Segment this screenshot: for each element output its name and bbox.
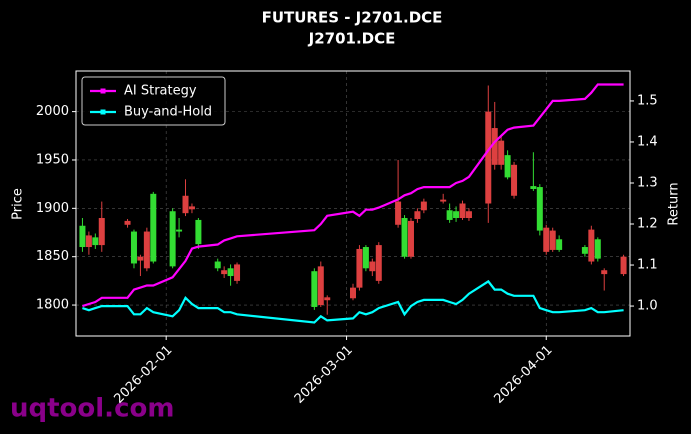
y2-tick-label: 1.5 bbox=[637, 93, 658, 108]
candle-body bbox=[395, 201, 402, 225]
x-tick-label: 2026-03-01 bbox=[292, 343, 356, 407]
y-tick-label: 1900 bbox=[36, 201, 69, 216]
candle-body bbox=[85, 235, 92, 248]
candle-body bbox=[453, 211, 460, 219]
candle-body bbox=[407, 220, 414, 257]
chart-subtitle: J2701.DCE bbox=[308, 30, 396, 48]
y-tick-label: 1950 bbox=[36, 152, 69, 167]
candle-body bbox=[620, 256, 627, 275]
candle-body bbox=[446, 210, 453, 220]
candle-body bbox=[549, 230, 556, 250]
candle-body bbox=[588, 229, 595, 262]
watermark: uqtool.com bbox=[10, 394, 174, 424]
candle-body bbox=[98, 218, 105, 246]
legend-box bbox=[81, 76, 226, 126]
legend-label: Buy-and-Hold bbox=[124, 105, 212, 120]
candle-body bbox=[150, 193, 157, 262]
legend-marker bbox=[100, 88, 106, 94]
y2-tick-label: 1.3 bbox=[637, 175, 658, 190]
candle-body bbox=[594, 239, 601, 259]
candle-body bbox=[491, 128, 498, 165]
y-axis-label: Price bbox=[11, 188, 26, 220]
candle-body bbox=[79, 225, 86, 248]
candle-body bbox=[375, 245, 382, 281]
y2-tick-label: 1.0 bbox=[637, 299, 658, 314]
legend-marker bbox=[100, 109, 106, 115]
legend-label: AI Strategy bbox=[124, 84, 197, 99]
candle-body bbox=[169, 211, 176, 267]
candle-body bbox=[350, 287, 356, 299]
candle-body bbox=[504, 155, 511, 178]
candle-body bbox=[459, 203, 466, 219]
series-line bbox=[82, 83, 624, 308]
candle-body bbox=[530, 186, 537, 189]
candle-body bbox=[536, 187, 543, 231]
candle-body bbox=[92, 237, 99, 246]
y-tick-label: 1800 bbox=[36, 298, 69, 313]
candle-body bbox=[440, 199, 447, 202]
plot-frame bbox=[75, 70, 631, 337]
candle-body bbox=[356, 248, 363, 288]
candle-body bbox=[143, 231, 150, 269]
candle-body bbox=[221, 270, 228, 275]
candle-body bbox=[414, 211, 421, 219]
candle-body bbox=[498, 140, 505, 165]
candle-body bbox=[311, 271, 318, 307]
candle-body bbox=[420, 201, 427, 211]
candle-body bbox=[362, 247, 369, 269]
candle-body bbox=[317, 266, 324, 306]
y2-tick-label: 1.4 bbox=[637, 134, 658, 149]
y2-tick-label: 1.2 bbox=[637, 217, 658, 232]
series-line bbox=[82, 279, 624, 324]
candle-body bbox=[130, 231, 137, 264]
candle-body bbox=[195, 219, 202, 245]
candle-body bbox=[601, 270, 608, 275]
candle-body bbox=[543, 227, 550, 252]
candle-body bbox=[401, 218, 408, 257]
candle-body bbox=[465, 211, 472, 219]
y-tick-label: 1850 bbox=[36, 249, 69, 264]
candle-body bbox=[234, 264, 241, 281]
y-tick-label: 2000 bbox=[36, 104, 69, 119]
candle-body bbox=[124, 220, 131, 225]
candle-body bbox=[188, 206, 195, 210]
y2-axis-label: Return bbox=[667, 182, 682, 225]
candle-body bbox=[176, 229, 183, 232]
candle-body bbox=[182, 195, 189, 214]
candle-body bbox=[369, 261, 376, 272]
chart-title: FUTURES - J2701.DCE bbox=[262, 9, 443, 27]
x-tick-label: 2026-04-01 bbox=[492, 343, 556, 407]
y2-tick-label: 1.1 bbox=[637, 258, 658, 273]
candle-body bbox=[137, 256, 144, 261]
candle-body bbox=[581, 247, 588, 254]
candle-body bbox=[214, 261, 221, 269]
candle-body bbox=[511, 164, 518, 196]
candle-body bbox=[485, 111, 492, 204]
candle-body bbox=[227, 268, 234, 277]
candle-body bbox=[324, 297, 331, 301]
candle-body bbox=[556, 239, 563, 250]
